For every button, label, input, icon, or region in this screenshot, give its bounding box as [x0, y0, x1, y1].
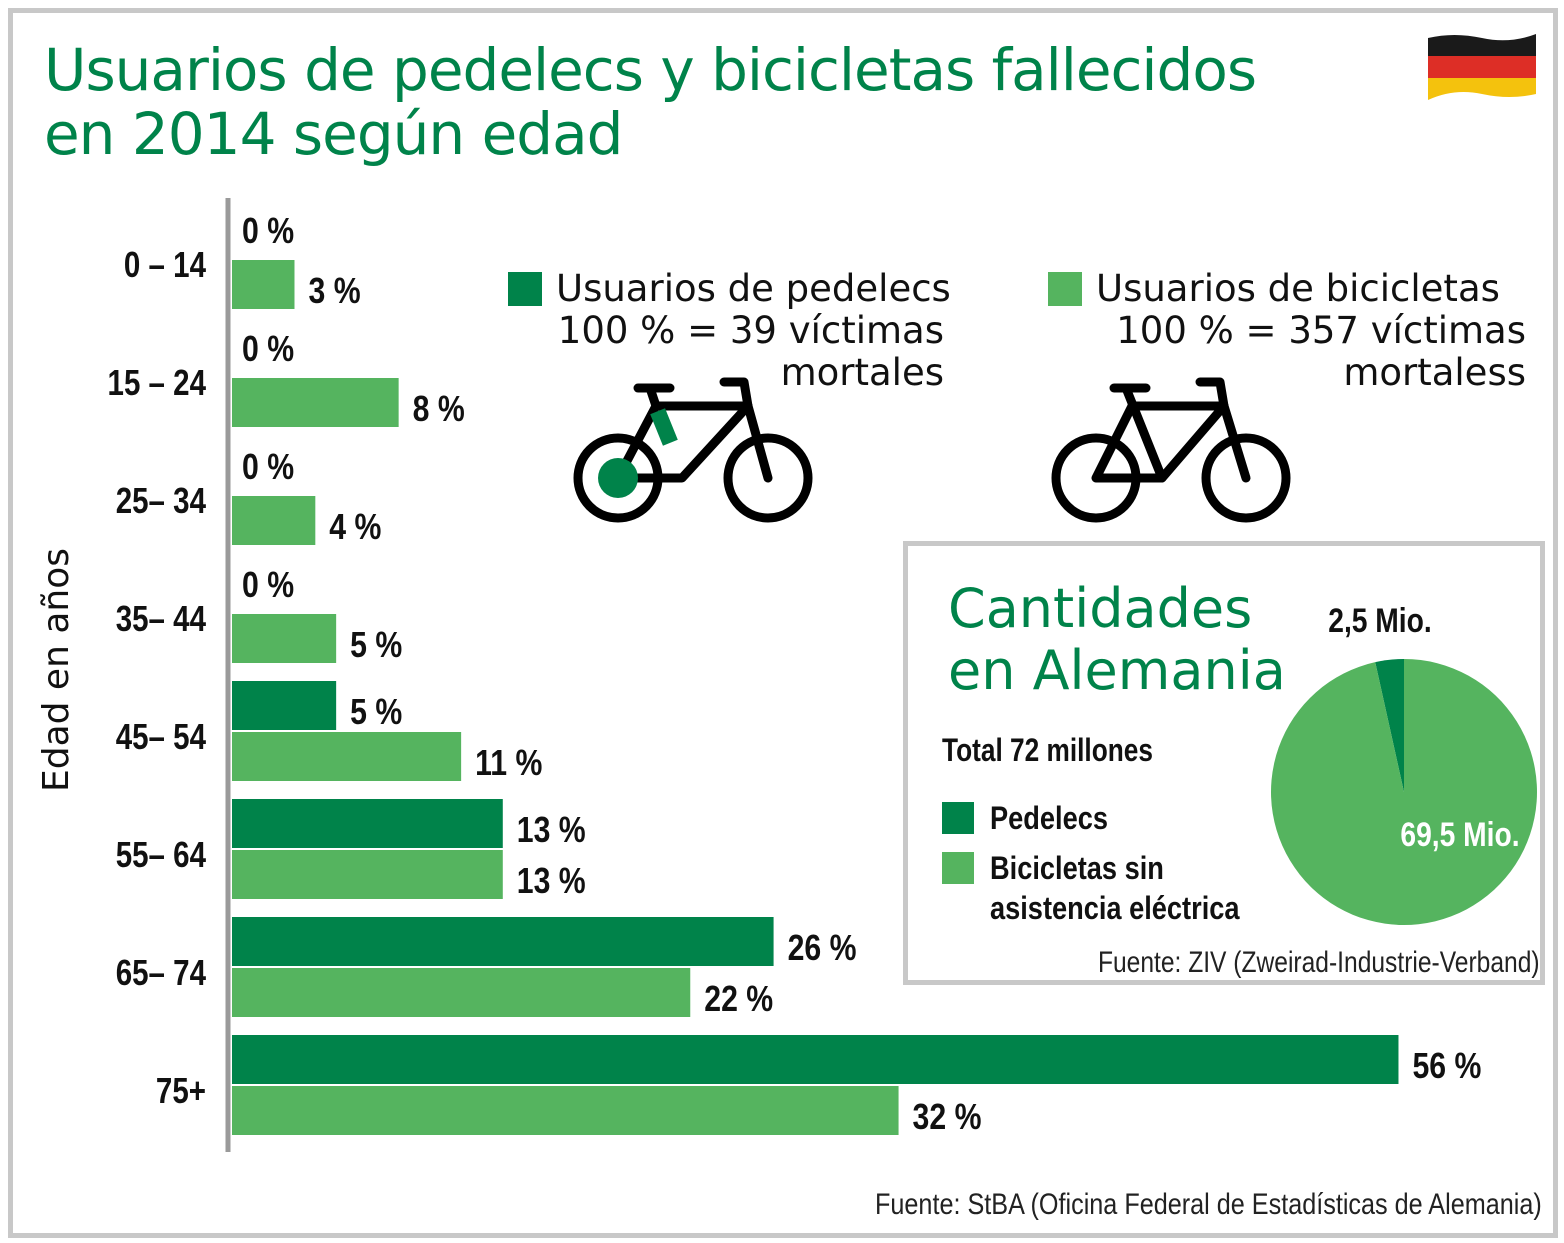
data-label-bicicletas: 4 %: [329, 508, 381, 548]
bar-pedelecs: [232, 917, 774, 966]
legend-pedelecs-total: 100 % = 39 víctimas: [557, 309, 944, 352]
legend-pedelecs-swatch: [508, 272, 542, 306]
data-label-pedelecs: 5 %: [350, 693, 402, 733]
data-label-pedelecs: 13 %: [517, 811, 586, 851]
inset-legend-pedelecs-swatch: [942, 802, 974, 834]
bar-bicicletas: [232, 614, 337, 663]
bar-bicicletas: [232, 968, 691, 1017]
bar-bicicletas: [232, 850, 503, 899]
legend-pedelecs-unit: mortales: [780, 351, 944, 394]
category-label: 65– 74: [116, 952, 207, 992]
title-line-2: en 2014 según edad: [44, 100, 623, 168]
data-label-bicicletas: 5 %: [350, 626, 402, 666]
bar-bicicletas: [232, 260, 295, 309]
pie-chart: 2,5 Mio. 69,5 Mio.: [1271, 602, 1537, 925]
bar-pedelecs: [232, 681, 337, 730]
inset-total: Total 72 millones: [942, 732, 1153, 768]
inset-title-line-2: en Alemania: [948, 639, 1286, 702]
legend-bicicletas-unit: mortaless: [1343, 351, 1526, 394]
legend-bicicletas-title: Usuarios de bicicletas: [1096, 267, 1500, 310]
data-label-bicicletas: 3 %: [308, 272, 360, 312]
legend-bicicletas-swatch: [1048, 272, 1082, 306]
inset-title: Cantidades en Alemania: [948, 578, 1286, 702]
bar-bicicletas: [232, 732, 462, 781]
y-axis-title: Edad en años: [36, 548, 77, 792]
category-label: 35– 44: [116, 598, 207, 638]
bar-bicicletas: [232, 1086, 899, 1135]
pie-label-bicicletas: 69,5 Mio.: [1400, 816, 1519, 854]
inset-legend-bicicletas-line-2: asistencia eléctrica: [990, 890, 1240, 926]
inset-title-line-1: Cantidades: [948, 577, 1253, 640]
inset-legend-bicicletas-swatch: [942, 852, 974, 884]
bar-bicicletas: [232, 496, 316, 545]
legend-pedelecs-title: Usuarios de pedelecs: [556, 267, 951, 310]
data-label-bicicletas: 22 %: [704, 980, 773, 1020]
inset-panel: Cantidades en Alemania Total 72 millones…: [903, 541, 1545, 985]
category-label: 75+: [156, 1070, 206, 1110]
bar-bicicletas: [232, 378, 399, 427]
data-label-bicicletas: 32 %: [913, 1098, 982, 1138]
category-label: 0 – 14: [124, 244, 207, 284]
bar-pedelecs: [232, 799, 503, 848]
pedelec-icon: [573, 377, 813, 523]
page-title: Usuarios de pedelecs y bicicletas fallec…: [44, 36, 1257, 168]
data-label-pedelecs: 26 %: [788, 929, 857, 969]
source-inset: Fuente: ZIV (Zweirad-Industrie-Verband): [1098, 946, 1540, 979]
pie-label-pedelecs: 2,5 Mio.: [1328, 602, 1431, 640]
data-label-pedelecs: 0 %: [242, 448, 294, 488]
data-label-pedelecs: 0 %: [242, 212, 294, 252]
legend-pedelecs: Usuarios de pedelecs 100 % = 39 víctimas…: [508, 267, 951, 398]
legend-bicicletas: Usuarios de bicicletas 100 % = 357 vícti…: [1048, 268, 1528, 398]
category-label: 45– 54: [116, 716, 207, 756]
category-label: 55– 64: [116, 834, 207, 874]
pie-slice-pedelecs: [1375, 659, 1404, 792]
data-label-bicicletas: 11 %: [475, 744, 542, 784]
data-label-bicicletas: 8 %: [413, 390, 465, 430]
category-label: 25– 34: [116, 480, 207, 520]
inset-legend-bicicletas-line-1: Bicicletas sin: [990, 850, 1164, 886]
data-label-pedelecs: 0 %: [242, 330, 294, 370]
bicycle-icon: [1051, 377, 1291, 523]
pie-slice-bicicletas: [1271, 659, 1537, 925]
data-label-bicicletas: 13 %: [517, 862, 586, 902]
title-line-1: Usuarios de pedelecs y bicicletas fallec…: [44, 36, 1257, 104]
data-label-pedelecs: 56 %: [1412, 1047, 1481, 1087]
source-main: Fuente: StBA (Oficina Federal de Estadís…: [875, 1188, 1542, 1221]
bar-pedelecs: [232, 1035, 1399, 1084]
inset-legend-pedelecs-label: Pedelecs: [990, 800, 1108, 836]
germany-flag-icon: [1428, 34, 1536, 100]
legend-bicicletas-total: 100 % = 357 víctimas: [1116, 309, 1526, 352]
data-label-pedelecs: 0 %: [242, 566, 294, 606]
category-label: 15 – 24: [108, 362, 207, 402]
